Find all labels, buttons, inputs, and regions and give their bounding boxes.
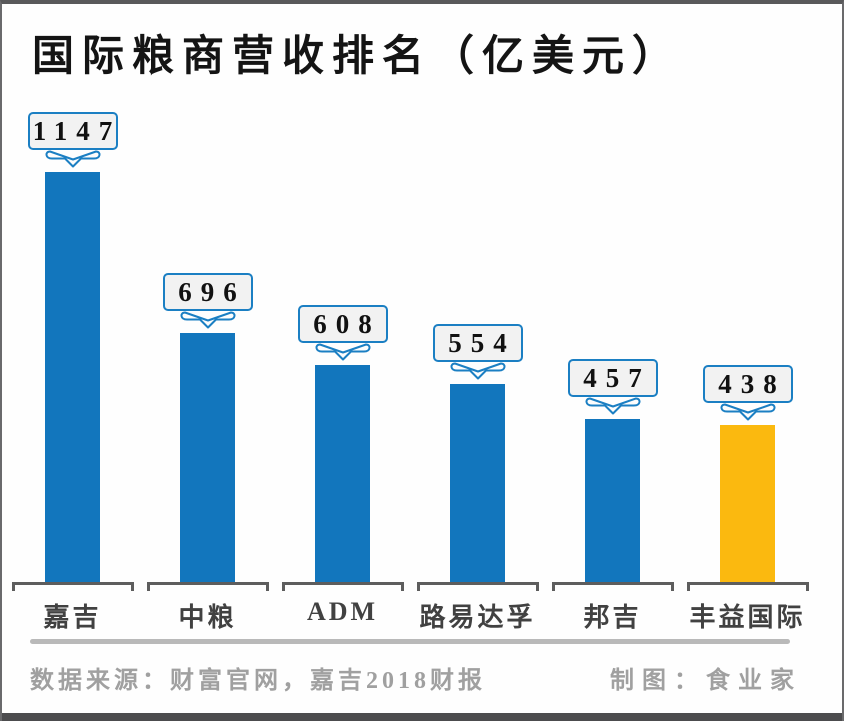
bar-5 (720, 425, 775, 582)
category-label: 邦吉 (583, 603, 642, 632)
footer: 数据来源：财富官网，嘉吉2018财报 制图：食业家 (2, 660, 842, 695)
down-arrow-icon (45, 150, 100, 168)
down-arrow-icon (585, 397, 640, 415)
credit-text: 制图：食业家 (610, 668, 802, 694)
data-source-text: 数据来源：财富官网，嘉吉2018财报 (30, 668, 486, 694)
bar-2 (315, 365, 370, 582)
axis-bracket (11, 582, 134, 591)
value-callout: 457 (567, 359, 658, 397)
bar-4 (585, 419, 640, 582)
bar-1 (180, 333, 235, 582)
value-callout: 608 (297, 305, 388, 343)
value-callout: 554 (432, 324, 523, 362)
value-callout: 438 (702, 365, 793, 403)
axis-bracket (416, 582, 539, 591)
bar-0 (45, 172, 100, 582)
axis-bracket (551, 582, 674, 591)
down-arrow-icon (450, 362, 505, 380)
down-arrow-icon (315, 343, 370, 361)
category-label: 中粮 (178, 603, 237, 632)
chart-title: 国际粮商营收排名（亿美元） (32, 34, 683, 80)
bottom-frame-bar (2, 713, 842, 721)
axis-bracket (281, 582, 404, 591)
value-callout: 696 (162, 273, 253, 311)
axis-bracket (686, 582, 809, 591)
footer-divider-line (30, 639, 790, 644)
bar-3 (450, 384, 505, 582)
down-arrow-icon (720, 403, 775, 421)
axis-bracket (146, 582, 269, 591)
value-callout: 1147 (27, 112, 118, 150)
category-label: 嘉吉 (43, 603, 102, 632)
category-label: 路易达孚 (419, 603, 536, 632)
down-arrow-icon (180, 311, 235, 329)
category-label: ADM (306, 597, 379, 626)
category-label: 丰益国际 (689, 603, 806, 632)
